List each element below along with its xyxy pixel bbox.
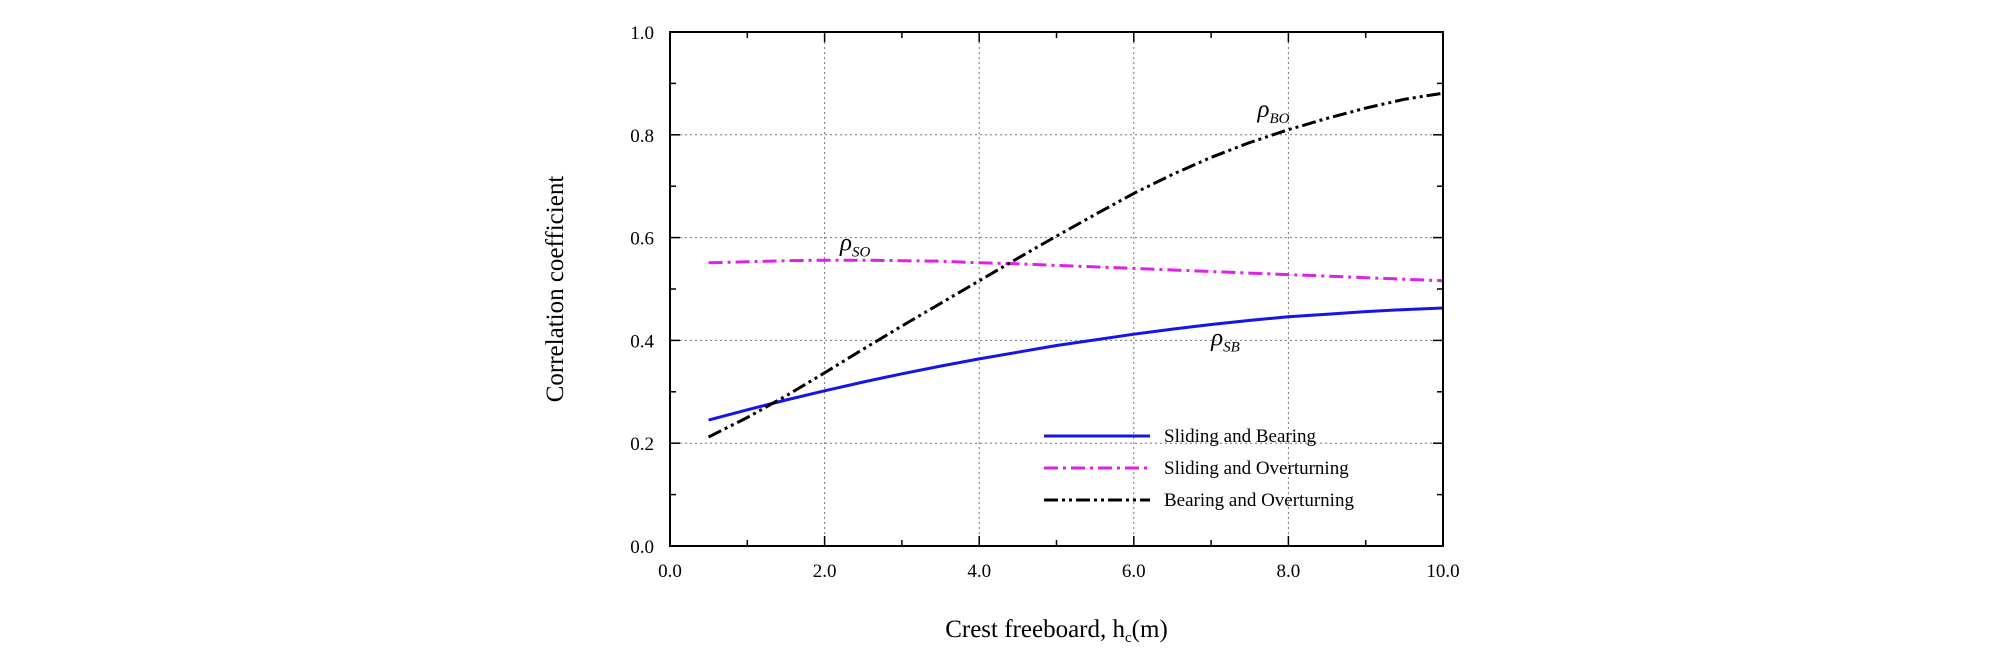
- x-tick-label: 6.0: [1122, 561, 1146, 582]
- x-axis-label-unit: (m): [1132, 616, 1168, 643]
- x-tick-label: 10.0: [1426, 561, 1459, 582]
- tick-labels: 0.0 2.0 4.0 6.0 8.0 10.0 0.0 0.2 0.4 0.6 0.8 1.0: [630, 23, 1459, 582]
- axis-ticks: [669, 31, 1444, 547]
- series-line: [708, 258, 1444, 283]
- series-annotation: ρSB: [1210, 325, 1240, 356]
- y-tick-label: 0.0: [630, 537, 654, 558]
- series-annotations: ρSB ρSO ρBO: [839, 96, 1290, 356]
- y-tick-label: 0.2: [630, 434, 654, 455]
- series-annotation: ρSO: [839, 229, 871, 260]
- series-line: [707, 91, 1444, 439]
- x-axis-label-subscript: c: [1125, 630, 1132, 646]
- series-lines: [707, 91, 1444, 439]
- legend: Sliding and Bearing Sliding and Overturni…: [1044, 426, 1354, 511]
- y-tick-label: 0.8: [630, 126, 654, 147]
- y-tick-label: 0.4: [630, 331, 654, 352]
- legend-label: Bearing and Overturning: [1164, 490, 1354, 511]
- y-tick-label: 0.6: [630, 229, 654, 250]
- x-tick-label: 4.0: [967, 561, 991, 582]
- series-line: [708, 306, 1444, 422]
- x-tick-label: 8.0: [1277, 561, 1301, 582]
- y-axis-label: Correlation coefficient: [542, 176, 569, 403]
- x-axis-label: Crest freeboard, hc(m): [945, 616, 1168, 646]
- x-tick-label: 0.0: [658, 561, 682, 582]
- legend-label: Sliding and Overturning: [1164, 458, 1349, 479]
- grid-lines: [670, 32, 1443, 546]
- x-axis-label-text: Crest freeboard, h: [945, 616, 1125, 643]
- series-annotation: ρBO: [1256, 96, 1289, 127]
- x-tick-label: 2.0: [813, 561, 837, 582]
- legend-label: Sliding and Bearing: [1164, 426, 1316, 447]
- y-tick-label: 1.0: [630, 23, 654, 44]
